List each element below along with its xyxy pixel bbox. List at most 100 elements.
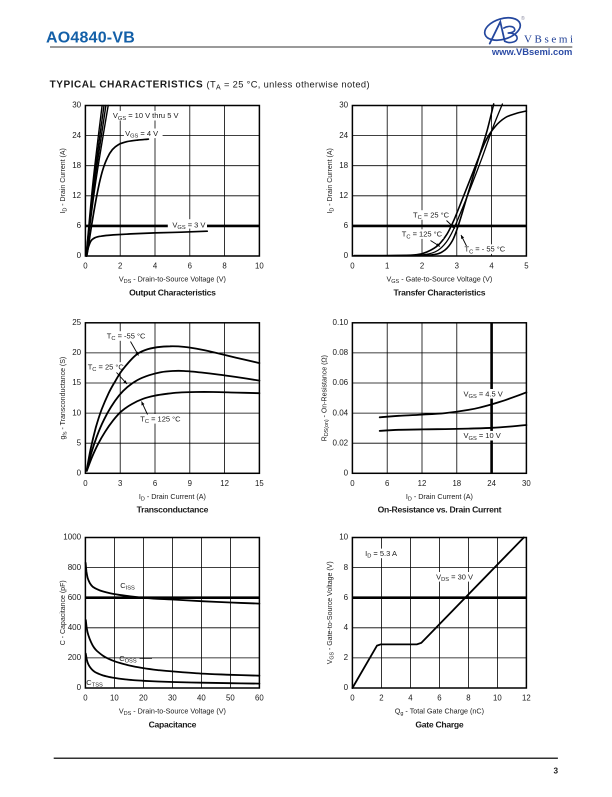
svg-text:12: 12 bbox=[72, 191, 81, 200]
svg-text:0: 0 bbox=[344, 683, 349, 692]
svg-text:ID - Drain Current (A): ID - Drain Current (A) bbox=[327, 148, 336, 213]
svg-text:9: 9 bbox=[188, 479, 192, 488]
svg-text:TC = 125 °C: TC = 125 °C bbox=[402, 230, 443, 241]
svg-text:18: 18 bbox=[72, 161, 81, 170]
svg-text:0: 0 bbox=[344, 251, 349, 260]
svg-text:5: 5 bbox=[524, 262, 529, 271]
svg-text:4: 4 bbox=[489, 262, 494, 271]
svg-text:24: 24 bbox=[487, 479, 496, 488]
svg-text:30: 30 bbox=[168, 694, 177, 703]
svg-text:15: 15 bbox=[255, 479, 264, 488]
svg-text:®: ® bbox=[521, 15, 525, 22]
svg-text:24: 24 bbox=[72, 131, 81, 140]
svg-text:10: 10 bbox=[255, 262, 264, 271]
svg-text:TC = - 55 °C: TC = - 55 °C bbox=[465, 245, 506, 256]
svg-text:0: 0 bbox=[83, 694, 88, 703]
svg-text:8: 8 bbox=[222, 262, 226, 271]
svg-text:0.04: 0.04 bbox=[333, 408, 349, 417]
svg-text:AO4840-VB: AO4840-VB bbox=[46, 29, 135, 46]
svg-text:CTSS: CTSS bbox=[86, 678, 103, 689]
svg-text:3: 3 bbox=[455, 262, 459, 271]
svg-text:4: 4 bbox=[408, 694, 413, 703]
svg-text:VGS = 10 V thru 5 V: VGS = 10 V thru 5 V bbox=[113, 111, 179, 122]
svg-text:0.02: 0.02 bbox=[333, 438, 349, 447]
svg-text:6: 6 bbox=[188, 262, 192, 271]
svg-text:VGS = 3 V: VGS = 3 V bbox=[172, 220, 205, 231]
svg-text:On-Resistance vs. Drain Curren: On-Resistance vs. Drain Current bbox=[378, 505, 502, 515]
svg-text:C - Capacitance (pF): C - Capacitance (pF) bbox=[60, 580, 67, 645]
svg-text:COSS: COSS bbox=[119, 654, 137, 665]
svg-text:0: 0 bbox=[350, 479, 355, 488]
svg-text:TYPICAL CHARACTERISTICS (TA =: TYPICAL CHARACTERISTICS (TA = 25 °C, unl… bbox=[50, 80, 370, 92]
svg-text:RDS(on) - On-Resistance (Ω): RDS(on) - On-Resistance (Ω) bbox=[322, 355, 331, 441]
svg-text:Qg - Total Gate Charge (nC): Qg - Total Gate Charge (nC) bbox=[395, 707, 484, 718]
svg-text:6: 6 bbox=[153, 479, 157, 488]
svg-text:0: 0 bbox=[344, 469, 349, 478]
svg-text:1: 1 bbox=[385, 262, 389, 271]
svg-text:24: 24 bbox=[339, 131, 348, 140]
svg-text:10: 10 bbox=[339, 533, 348, 542]
svg-text:0.10: 0.10 bbox=[333, 318, 349, 327]
svg-text:4: 4 bbox=[344, 623, 349, 632]
svg-text:VDS = 30 V: VDS = 30 V bbox=[436, 572, 473, 583]
svg-text:VDS - Drain-to-Source Voltage: VDS - Drain-to-Source Voltage (V) bbox=[119, 707, 226, 718]
svg-text:6: 6 bbox=[437, 694, 441, 703]
svg-text:6: 6 bbox=[344, 221, 349, 230]
svg-text:Output Characteristics: Output Characteristics bbox=[129, 287, 216, 297]
svg-text:Capacitance: Capacitance bbox=[149, 719, 197, 729]
svg-text:2: 2 bbox=[118, 262, 122, 271]
svg-text:VGS = 4 V: VGS = 4 V bbox=[125, 129, 158, 140]
svg-text:Transconductance: Transconductance bbox=[137, 505, 209, 515]
svg-text:VGS = 4.5 V: VGS = 4.5 V bbox=[464, 389, 503, 400]
svg-text:10: 10 bbox=[72, 408, 81, 417]
svg-text:30: 30 bbox=[339, 101, 348, 110]
svg-text:12: 12 bbox=[220, 479, 229, 488]
svg-text:0: 0 bbox=[83, 479, 88, 488]
svg-text:VGS = 10 V: VGS = 10 V bbox=[464, 431, 501, 442]
svg-text:12: 12 bbox=[418, 479, 427, 488]
svg-text:12: 12 bbox=[339, 191, 348, 200]
svg-text:2: 2 bbox=[420, 262, 424, 271]
svg-text:TC = 125 °C: TC = 125 °C bbox=[140, 414, 181, 425]
svg-text:VBsemi: VBsemi bbox=[524, 33, 576, 45]
svg-text:18: 18 bbox=[339, 161, 348, 170]
svg-text:20: 20 bbox=[139, 694, 148, 703]
svg-text:Gate Charge: Gate Charge bbox=[415, 719, 464, 729]
svg-text:10: 10 bbox=[493, 694, 502, 703]
svg-text:0.06: 0.06 bbox=[333, 378, 349, 387]
svg-text:20: 20 bbox=[72, 348, 81, 357]
svg-text:5: 5 bbox=[77, 438, 82, 447]
svg-text:ID - Drain Current (A): ID - Drain Current (A) bbox=[60, 148, 69, 213]
svg-text:VDS - Drain-to-Source Voltage: VDS - Drain-to-Source Voltage (V) bbox=[119, 275, 226, 286]
svg-text:0: 0 bbox=[77, 469, 82, 478]
svg-text:www.VBsemi.com: www.VBsemi.com bbox=[491, 46, 572, 57]
svg-text:TC = 25 °C: TC = 25 °C bbox=[88, 363, 125, 374]
svg-text:TC = 25 °C: TC = 25 °C bbox=[413, 211, 450, 222]
svg-text:10: 10 bbox=[110, 694, 119, 703]
svg-text:3: 3 bbox=[118, 479, 122, 488]
svg-text:ID - Drain Current (A): ID - Drain Current (A) bbox=[406, 492, 473, 503]
svg-text:6: 6 bbox=[385, 479, 389, 488]
svg-text:8: 8 bbox=[466, 694, 470, 703]
svg-text:18: 18 bbox=[452, 479, 461, 488]
svg-text:25: 25 bbox=[72, 318, 81, 327]
svg-text:40: 40 bbox=[197, 694, 206, 703]
svg-text:30: 30 bbox=[72, 101, 81, 110]
svg-text:0: 0 bbox=[77, 683, 82, 692]
svg-text:2: 2 bbox=[344, 653, 349, 662]
svg-text:TC = -55 °C: TC = -55 °C bbox=[107, 332, 146, 343]
svg-text:800: 800 bbox=[68, 563, 82, 572]
svg-text:2: 2 bbox=[379, 694, 383, 703]
svg-text:0: 0 bbox=[83, 262, 88, 271]
svg-text:gfs - Transconductance (S): gfs - Transconductance (S) bbox=[60, 357, 69, 440]
svg-text:12: 12 bbox=[522, 694, 531, 703]
svg-text:0: 0 bbox=[350, 262, 355, 271]
svg-text:15: 15 bbox=[72, 378, 81, 387]
svg-text:ID - Drain Current (A): ID - Drain Current (A) bbox=[139, 492, 206, 503]
svg-text:1000: 1000 bbox=[63, 533, 81, 542]
svg-text:30: 30 bbox=[522, 479, 531, 488]
svg-text:Transfer Characteristics: Transfer Characteristics bbox=[394, 287, 486, 297]
svg-text:400: 400 bbox=[68, 623, 82, 632]
svg-text:60: 60 bbox=[255, 694, 264, 703]
svg-text:ID = 5.3 A: ID = 5.3 A bbox=[365, 549, 397, 560]
